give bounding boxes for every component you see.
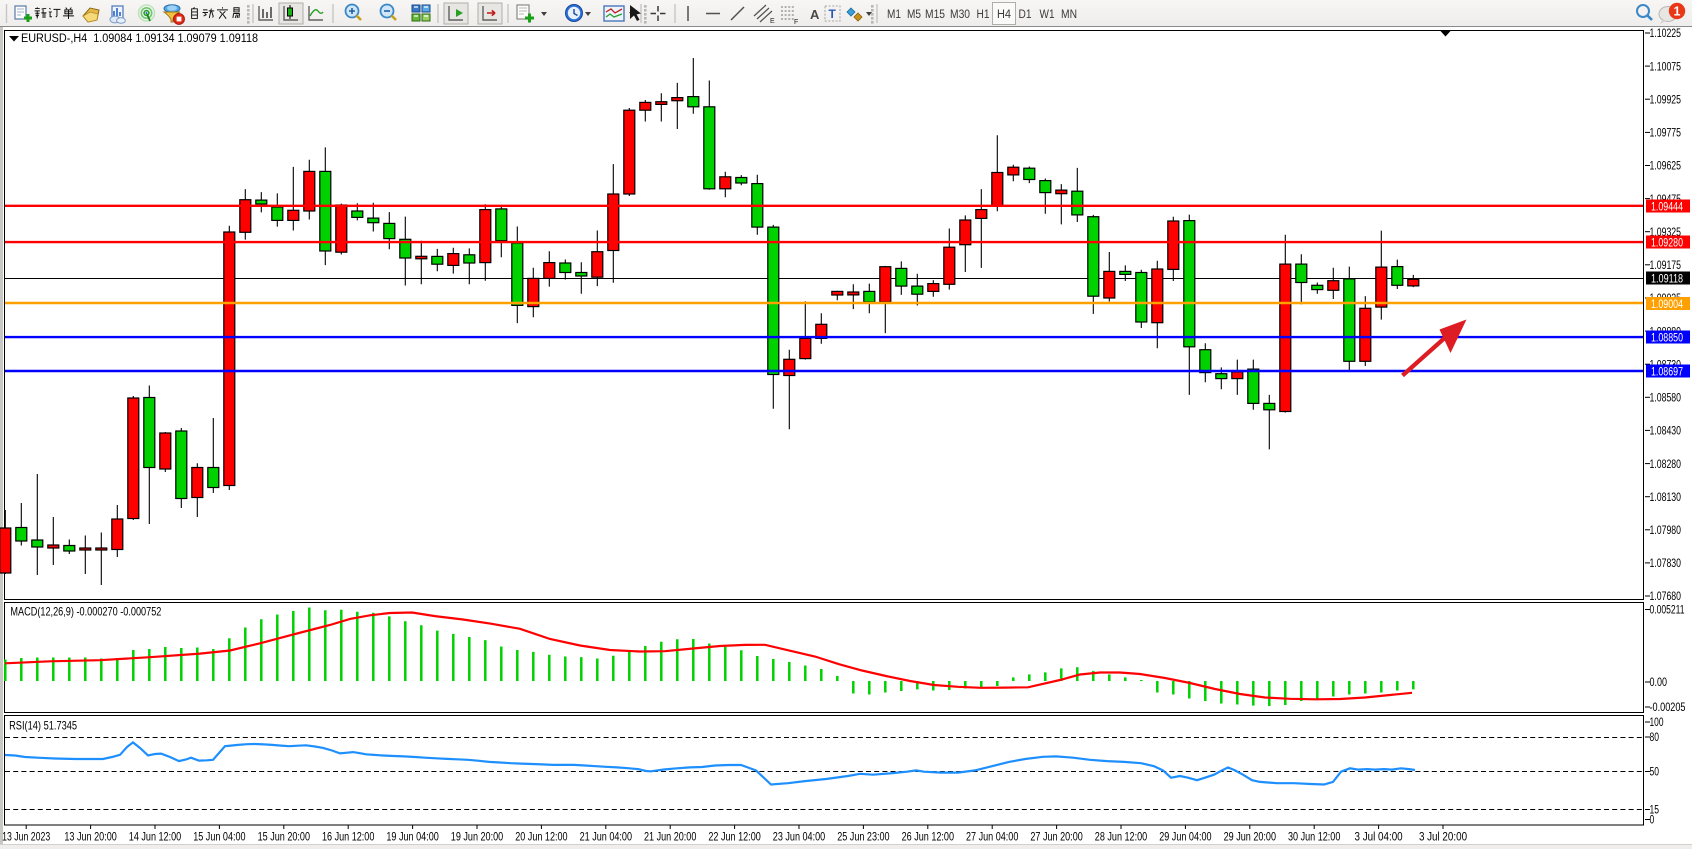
svg-text:27 Jun 20:00: 27 Jun 20:00 (1030, 832, 1082, 844)
svg-text:1.10075: 1.10075 (1650, 61, 1682, 73)
svg-text:80: 80 (1650, 732, 1660, 744)
svg-text:13 Jun 2023: 13 Jun 2023 (2, 832, 50, 844)
svg-text:0.005211: 0.005211 (1650, 605, 1685, 617)
svg-text:0: 0 (1650, 815, 1655, 827)
svg-text:H1: H1 (977, 9, 990, 21)
svg-text:29 Jun 20:00: 29 Jun 20:00 (1224, 832, 1276, 844)
svg-text:1: 1 (1674, 5, 1681, 19)
svg-text:28 Jun 12:00: 28 Jun 12:00 (1095, 832, 1147, 844)
svg-text:E: E (770, 18, 775, 25)
svg-text:1.07980: 1.07980 (1650, 525, 1682, 537)
svg-text:1.09625: 1.09625 (1650, 161, 1682, 173)
svg-text:M5: M5 (907, 9, 921, 21)
svg-text:H4: H4 (997, 9, 1012, 21)
svg-text:0.00: 0.00 (1650, 677, 1668, 689)
svg-text:1.07830: 1.07830 (1650, 558, 1682, 570)
svg-text:30 Jun 12:00: 30 Jun 12:00 (1288, 832, 1340, 844)
svg-text:14 Jun 12:00: 14 Jun 12:00 (129, 832, 181, 844)
svg-text:15: 15 (1650, 805, 1660, 817)
svg-text:21 Jun 20:00: 21 Jun 20:00 (644, 832, 696, 844)
svg-text:M30: M30 (950, 9, 970, 21)
svg-text:1.08850: 1.08850 (1651, 332, 1683, 344)
svg-text:RSI(14) 51.7345: RSI(14) 51.7345 (9, 719, 77, 733)
svg-text:1.10225: 1.10225 (1650, 28, 1682, 40)
svg-text:15 Jun 20:00: 15 Jun 20:00 (258, 832, 310, 844)
svg-text:1.07680: 1.07680 (1650, 591, 1682, 603)
svg-text:1.08430: 1.08430 (1650, 426, 1682, 438)
svg-text:19 Jun 04:00: 19 Jun 04:00 (386, 832, 438, 844)
svg-text:-0.00205: -0.00205 (1650, 702, 1686, 714)
svg-text:1.08130: 1.08130 (1650, 492, 1682, 504)
svg-text:50: 50 (1650, 767, 1660, 779)
svg-text:1.08697: 1.08697 (1651, 366, 1683, 378)
svg-text:29 Jun 04:00: 29 Jun 04:00 (1159, 832, 1211, 844)
svg-text:100: 100 (1650, 717, 1664, 729)
svg-text:1.09118: 1.09118 (1651, 273, 1683, 285)
svg-text:EURUSD-,H4 1.09084 1.09134 1.: EURUSD-,H4 1.09084 1.09134 1.09079 1.091… (21, 33, 258, 45)
svg-text:M15: M15 (925, 9, 945, 21)
svg-text:3 Jul 04:00: 3 Jul 04:00 (1355, 832, 1403, 844)
svg-text:3 Jul 20:00: 3 Jul 20:00 (1419, 832, 1467, 844)
svg-text:16 Jun 12:00: 16 Jun 12:00 (322, 832, 374, 844)
svg-text:1.09004: 1.09004 (1651, 299, 1683, 311)
svg-text:19 Jun 20:00: 19 Jun 20:00 (451, 832, 503, 844)
svg-text:1.09175: 1.09175 (1650, 260, 1682, 272)
svg-text:M1: M1 (887, 9, 901, 21)
svg-text:27 Jun 04:00: 27 Jun 04:00 (966, 832, 1018, 844)
svg-text:1.09925: 1.09925 (1650, 94, 1682, 106)
svg-text:1.09444: 1.09444 (1651, 201, 1683, 213)
svg-text:20 Jun 12:00: 20 Jun 12:00 (515, 832, 567, 844)
svg-text:W1: W1 (1040, 9, 1055, 21)
svg-text:25 Jun 23:00: 25 Jun 23:00 (837, 832, 889, 844)
svg-text:21 Jun 04:00: 21 Jun 04:00 (580, 832, 632, 844)
svg-text:1.09280: 1.09280 (1651, 237, 1683, 249)
svg-text:MACD(12,26,9) -0.000270 -0.000: MACD(12,26,9) -0.000270 -0.000752 (10, 605, 161, 619)
svg-text:MN: MN (1061, 9, 1077, 21)
svg-text:15 Jun 04:00: 15 Jun 04:00 (193, 832, 245, 844)
svg-text:23 Jun 04:00: 23 Jun 04:00 (773, 832, 825, 844)
svg-text:26 Jun 12:00: 26 Jun 12:00 (902, 832, 954, 844)
svg-text:1.08580: 1.08580 (1650, 393, 1682, 405)
svg-text:13 Jun 20:00: 13 Jun 20:00 (64, 832, 116, 844)
svg-text:1.09775: 1.09775 (1650, 128, 1682, 140)
svg-text:T: T (829, 7, 837, 21)
svg-text:A: A (810, 7, 820, 22)
svg-text:F: F (794, 19, 798, 26)
svg-text:22 Jun 12:00: 22 Jun 12:00 (708, 832, 760, 844)
svg-text:1.08280: 1.08280 (1650, 459, 1682, 471)
svg-text:D1: D1 (1019, 9, 1032, 21)
